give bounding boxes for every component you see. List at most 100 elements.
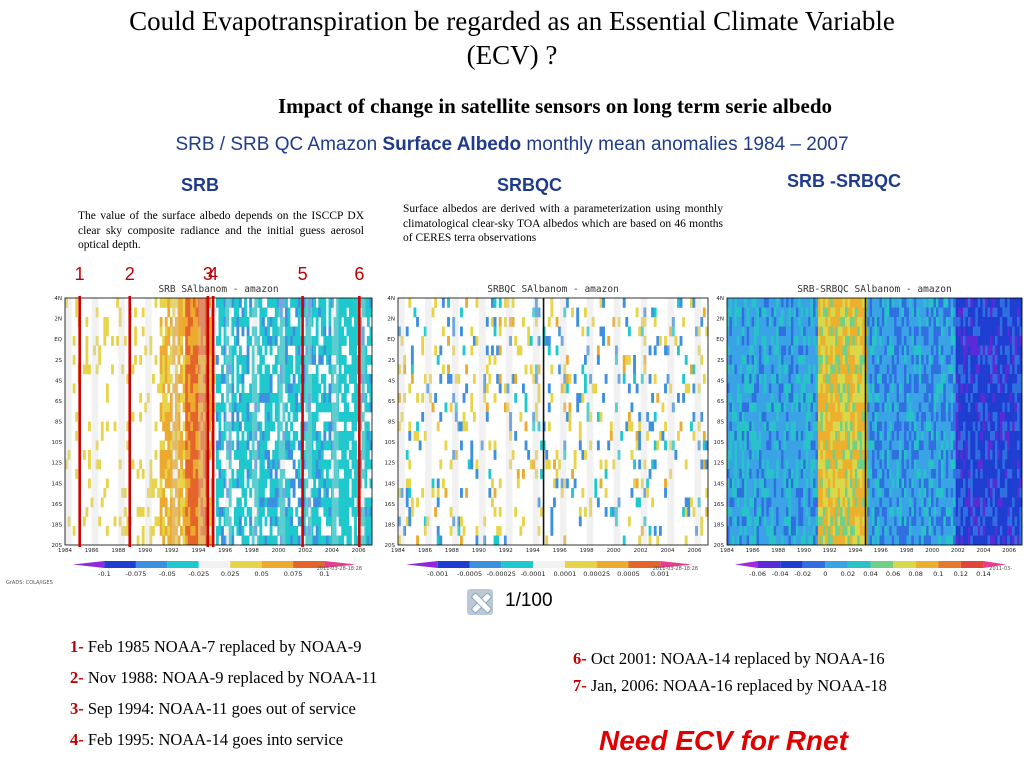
heatmap-cell: [519, 345, 523, 356]
year-band: [91, 298, 99, 545]
heatmap-cell: [960, 431, 964, 441]
heatmap-cell: [842, 469, 846, 479]
heatmap-cell: [940, 336, 944, 346]
heatmap-cell: [776, 488, 779, 498]
heatmap-cell: [285, 374, 288, 384]
heatmap-cell: [113, 516, 117, 527]
heatmap-cell: [793, 336, 797, 346]
heatmap-cell: [808, 488, 811, 498]
heatmap-cell: [889, 507, 893, 517]
heatmap-cell: [744, 526, 747, 536]
heatmap-cell: [857, 317, 861, 327]
heatmap-cell: [963, 440, 966, 451]
heatmap-cell: [874, 431, 878, 441]
heatmap-cell: [292, 326, 296, 337]
heatmap-cell: [177, 478, 181, 489]
heatmap-cell: [256, 478, 260, 489]
heatmap-cell: [105, 317, 109, 327]
heatmap-cell: [180, 459, 183, 470]
heatmap-cell: [790, 431, 794, 441]
heatmap-cell: [241, 383, 245, 394]
heatmap-cell: [773, 412, 777, 422]
heatmap-cell: [452, 345, 456, 356]
heatmap-cell: [761, 488, 765, 498]
heatmap-cell: [729, 393, 733, 403]
heatmap-cell: [790, 307, 794, 318]
heatmap-cell: [341, 336, 345, 346]
heatmap-cell: [837, 374, 841, 384]
heatmap-cell: [852, 345, 856, 356]
heatmap-cell: [835, 450, 838, 460]
heatmap-cell: [945, 469, 949, 479]
heatmap-cell: [274, 450, 278, 460]
heatmap-cell: [948, 459, 952, 470]
heatmap-cell: [361, 469, 365, 479]
heatmap-cell: [965, 374, 969, 384]
heatmap-cell: [872, 497, 875, 508]
heatmap-cell: [837, 336, 841, 346]
heatmap-cell: [918, 431, 922, 441]
heatmap-cell: [264, 469, 268, 479]
heatmap-cell: [305, 431, 309, 441]
heatmap-cell: [803, 421, 806, 432]
heatmap-cell: [687, 507, 691, 517]
heatmap-cell: [896, 535, 900, 546]
heatmap-cell: [913, 516, 917, 527]
heatmap-cell: [923, 459, 927, 470]
sensor-change-marker-label: 4: [208, 264, 219, 284]
heatmap-cell: [795, 440, 799, 451]
heatmap-cell: [328, 431, 332, 441]
heatmap-cell: [876, 497, 880, 508]
heatmap-cell: [369, 374, 373, 384]
heatmap-cell: [761, 507, 765, 517]
heatmap-cell: [754, 317, 757, 327]
heatmap-cell: [736, 488, 740, 498]
heatmap-cell: [810, 364, 814, 375]
heatmap-cell: [254, 374, 258, 384]
heatmap-cell: [254, 526, 258, 536]
heatmap-cell: [736, 507, 740, 517]
heatmap-cell: [899, 431, 902, 441]
heatmap-cell: [687, 383, 691, 394]
heatmap-cell: [664, 345, 667, 356]
heatmap-cell: [867, 459, 870, 470]
heatmap-cell: [638, 421, 642, 432]
heatmap-cell: [776, 336, 779, 346]
heatmap-cell: [277, 450, 281, 460]
heatmap-cell: [354, 507, 357, 517]
heatmap-cell: [366, 307, 370, 318]
heatmap-cell: [264, 345, 268, 356]
heatmap-cell: [274, 298, 278, 308]
heatmap-cell: [798, 421, 802, 432]
heatmap-cell: [790, 355, 794, 365]
heatmap-cell: [940, 497, 944, 508]
heatmap-cell: [967, 412, 971, 422]
heatmap-cell: [318, 526, 322, 536]
heatmap-cell: [354, 307, 357, 318]
heatmap-cell: [154, 478, 158, 489]
heatmap-cell: [259, 535, 263, 546]
heatmap-cell: [822, 421, 826, 432]
heatmap-cell: [547, 421, 551, 432]
heatmap-cell: [901, 431, 905, 441]
heatmap-cell: [361, 535, 365, 546]
heatmap-cell: [805, 488, 809, 498]
heatmap-cell: [325, 469, 329, 479]
heatmap-cell: [904, 535, 907, 546]
heatmap-cell: [198, 364, 201, 375]
heatmap-cell: [935, 497, 939, 508]
heatmap-cell: [766, 326, 770, 337]
heatmap-cell: [933, 355, 937, 365]
heatmap-cell: [560, 336, 564, 346]
heatmap-cell: [874, 450, 878, 460]
heatmap-cell: [366, 450, 370, 460]
heatmap-cell: [746, 307, 750, 318]
heatmap-cell: [134, 355, 137, 365]
heatmap-cell: [758, 459, 762, 470]
heatmap-cell: [808, 421, 811, 432]
heatmap-cell: [940, 450, 944, 460]
heatmap-cell: [884, 469, 888, 479]
heatmap-cell: [290, 355, 293, 365]
heatmap-cell: [773, 307, 777, 318]
heatmap-cell: [933, 412, 937, 422]
